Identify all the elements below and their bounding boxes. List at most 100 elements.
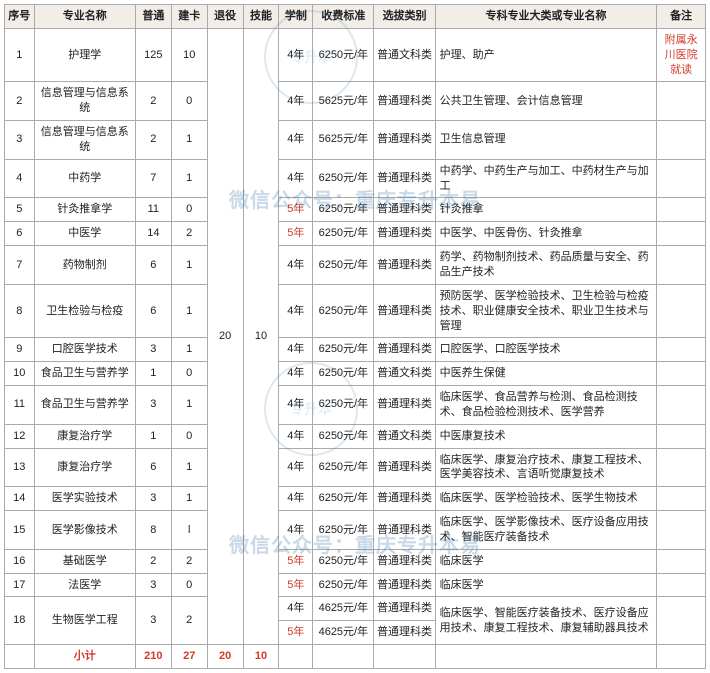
cell-fee: 6250元/年 xyxy=(313,284,374,338)
cell-seq: 11 xyxy=(5,386,35,425)
cell-putong: 8 xyxy=(135,511,171,550)
cell-putong: 125 xyxy=(135,28,171,82)
cell-putong: 7 xyxy=(135,159,171,198)
cell-xuezhi: 5年 xyxy=(279,573,313,597)
cell-majors: 临床医学、医学影像技术、医疗设备应用技术、智能医疗装备技术 xyxy=(435,511,657,550)
cell-seq: 12 xyxy=(5,424,35,448)
cell-fee: 6250元/年 xyxy=(313,159,374,198)
cell-seq: 15 xyxy=(5,511,35,550)
cell-fee: 6250元/年 xyxy=(313,487,374,511)
cell-note xyxy=(657,284,706,338)
cell-note xyxy=(657,573,706,597)
cell-note: 附属永川医院就读 xyxy=(657,28,706,82)
cell-majors: 药学、药物制剂技术、药品质量与安全、药品生产技术 xyxy=(435,246,657,285)
cell-xuezhi: 4年 xyxy=(279,284,313,338)
table-row: 13康复治疗学614年6250元/年普通理科类临床医学、康复治疗技术、康复工程技… xyxy=(5,448,706,487)
cell-xuezhi: 4年 xyxy=(279,338,313,362)
cell-category: 普通理科类 xyxy=(374,621,435,645)
table-row: 1护理学1251020104年6250元/年普通文科类护理、助产附属永川医院就读 xyxy=(5,28,706,82)
cell-majors: 公共卫生管理、会计信息管理 xyxy=(435,82,657,121)
cell-fee: 6250元/年 xyxy=(313,362,374,386)
cell-fee: 6250元/年 xyxy=(313,511,374,550)
cell-jianka: 2 xyxy=(171,597,207,645)
cell-seq: 17 xyxy=(5,573,35,597)
cell-xuezhi: 4年 xyxy=(279,487,313,511)
cell-seq: 3 xyxy=(5,121,35,160)
col-header-9: 专科专业大类或专业名称 xyxy=(435,5,657,29)
cell-category: 普通理科类 xyxy=(374,159,435,198)
table-row: 16基础医学225年6250元/年普通理科类临床医学 xyxy=(5,549,706,573)
cell-majors: 针灸推拿 xyxy=(435,198,657,222)
cell-jianka: l xyxy=(171,511,207,550)
cell-putong: 2 xyxy=(135,121,171,160)
col-header-1: 专业名称 xyxy=(34,5,135,29)
cell-fee: 6250元/年 xyxy=(313,448,374,487)
cell-note xyxy=(657,597,706,645)
cell-note xyxy=(657,549,706,573)
cell-note xyxy=(657,487,706,511)
cell-putong: 1 xyxy=(135,424,171,448)
cell-xuezhi: 4年 xyxy=(279,82,313,121)
cell-jianka: 0 xyxy=(171,362,207,386)
cell-jineng-merged: 10 xyxy=(243,28,279,644)
cell-putong: 3 xyxy=(135,597,171,645)
col-header-7: 收费标准 xyxy=(313,5,374,29)
cell-category: 普通理科类 xyxy=(374,82,435,121)
cell-majors: 临床医学、医学检验技术、医学生物技术 xyxy=(435,487,657,511)
table-row: 12康复治疗学104年6250元/年普通文科类中医康复技术 xyxy=(5,424,706,448)
cell-major-name: 医学实验技术 xyxy=(34,487,135,511)
cell-category: 普通理科类 xyxy=(374,246,435,285)
cell-category: 普通文科类 xyxy=(374,28,435,82)
subtotal-row: 小计210272010 xyxy=(5,645,706,669)
cell-note xyxy=(657,222,706,246)
cell-xuezhi: 4年 xyxy=(279,386,313,425)
cell-major-name: 康复治疗学 xyxy=(34,448,135,487)
cell-putong: 2 xyxy=(135,549,171,573)
col-header-2: 普通 xyxy=(135,5,171,29)
subtotal-tuiyi: 20 xyxy=(207,645,243,669)
cell-seq: 13 xyxy=(5,448,35,487)
table-row: 17法医学305年6250元/年普通理科类临床医学 xyxy=(5,573,706,597)
cell-xuezhi: 5年 xyxy=(279,549,313,573)
cell-category: 普通理科类 xyxy=(374,573,435,597)
cell-major-name: 卫生检验与检疫 xyxy=(34,284,135,338)
cell-category: 普通文科类 xyxy=(374,362,435,386)
table-row: 3信息管理与信息系统214年5625元/年普通理科类卫生信息管理 xyxy=(5,121,706,160)
cell-major-name: 护理学 xyxy=(34,28,135,82)
subtotal-label: 小计 xyxy=(34,645,135,669)
admissions-table: 序号专业名称普通建卡退役技能学制收费标准选拔类别专科专业大类或专业名称备注1护理… xyxy=(4,4,706,669)
cell-note xyxy=(657,386,706,425)
table-row: 10食品卫生与营养学104年6250元/年普通文科类中医养生保健 xyxy=(5,362,706,386)
cell-category: 普通理科类 xyxy=(374,121,435,160)
cell-fee: 6250元/年 xyxy=(313,549,374,573)
cell-majors: 中医养生保健 xyxy=(435,362,657,386)
cell-category: 普通理科类 xyxy=(374,549,435,573)
cell-note xyxy=(657,448,706,487)
cell-note xyxy=(657,246,706,285)
cell-putong: 1 xyxy=(135,362,171,386)
cell-seq: 7 xyxy=(5,246,35,285)
cell-xuezhi: 4年 xyxy=(279,121,313,160)
cell-fee: 6250元/年 xyxy=(313,246,374,285)
cell-majors: 中药学、中药生产与加工、中药材生产与加工 xyxy=(435,159,657,198)
cell-putong: 3 xyxy=(135,338,171,362)
cell-putong: 6 xyxy=(135,246,171,285)
cell-jianka: 0 xyxy=(171,424,207,448)
cell-category: 普通理科类 xyxy=(374,597,435,621)
cell-major-name: 食品卫生与营养学 xyxy=(34,386,135,425)
cell-category: 普通理科类 xyxy=(374,198,435,222)
cell-majors: 临床医学、智能医疗装备技术、医疗设备应用技术、康复工程技术、康复辅助器具技术 xyxy=(435,597,657,645)
cell-putong: 2 xyxy=(135,82,171,121)
cell-seq: 1 xyxy=(5,28,35,82)
cell-major-name: 法医学 xyxy=(34,573,135,597)
cell-jianka: 0 xyxy=(171,573,207,597)
cell-fee: 5625元/年 xyxy=(313,121,374,160)
cell-majors: 临床医学、食品营养与检测、食品检测技术、食品检验检测技术、医学营养 xyxy=(435,386,657,425)
cell-xuezhi: 4年 xyxy=(279,159,313,198)
cell-category: 普通理科类 xyxy=(374,487,435,511)
cell-major-name: 医学影像技术 xyxy=(34,511,135,550)
col-header-4: 退役 xyxy=(207,5,243,29)
cell-category: 普通文科类 xyxy=(374,424,435,448)
cell-jianka: 0 xyxy=(171,82,207,121)
subtotal-putong: 210 xyxy=(135,645,171,669)
